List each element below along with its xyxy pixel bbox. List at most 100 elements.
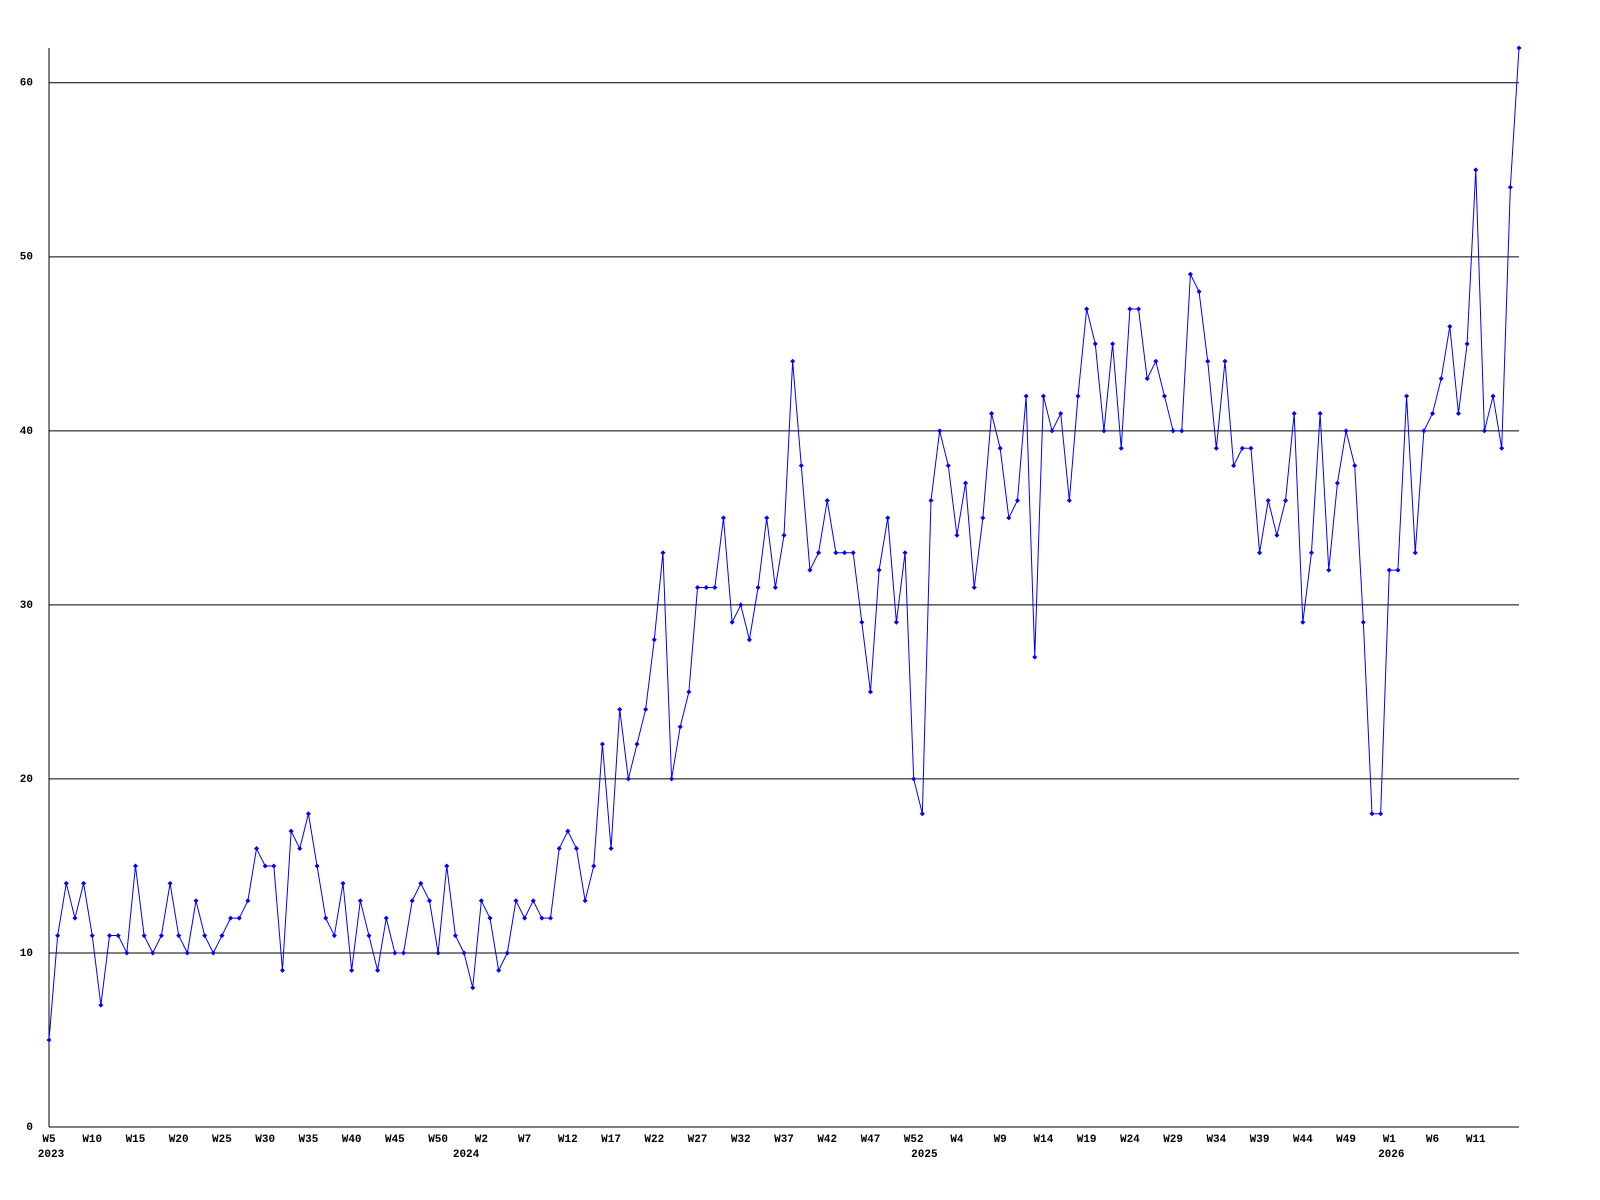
data-point: [997, 445, 1003, 451]
data-point: [1084, 306, 1090, 312]
data-point: [1404, 393, 1410, 399]
data-point: [115, 933, 121, 939]
data-point: [1378, 811, 1384, 817]
data-point: [409, 898, 415, 904]
x-tick-label: W32: [731, 1134, 751, 1146]
data-point: [1507, 184, 1513, 190]
data-point: [478, 898, 484, 904]
data-point: [608, 846, 614, 852]
data-point: [1023, 393, 1029, 399]
x-tick-label: W11: [1466, 1134, 1486, 1146]
data-point: [1231, 463, 1237, 469]
data-point: [1101, 428, 1107, 434]
data-point: [867, 689, 873, 695]
x-tick-label: W12: [558, 1134, 578, 1146]
data-point: [107, 933, 113, 939]
data-point: [349, 967, 355, 973]
data-point: [1187, 271, 1193, 277]
data-point: [1032, 654, 1038, 660]
data-point: [729, 619, 735, 625]
y-tick-label: 10: [20, 948, 33, 960]
data-point: [219, 933, 225, 939]
data-point: [1161, 393, 1167, 399]
data-point: [1334, 480, 1340, 486]
data-point: [617, 706, 623, 712]
data-point: [1179, 428, 1185, 434]
data-point: [1257, 550, 1263, 556]
x-tick-label: W20: [169, 1134, 189, 1146]
x-tick-label: W2: [475, 1134, 488, 1146]
data-point: [945, 463, 951, 469]
data-point: [357, 898, 363, 904]
data-point: [1014, 497, 1020, 503]
data-point: [556, 846, 562, 852]
x-year-label: 2023: [38, 1149, 65, 1161]
data-point: [1421, 428, 1427, 434]
data-point: [1360, 619, 1366, 625]
data-point: [1490, 393, 1496, 399]
y-tick-label: 30: [20, 600, 33, 612]
data-point: [89, 933, 95, 939]
data-point: [141, 933, 147, 939]
data-point: [911, 776, 917, 782]
data-point: [279, 967, 285, 973]
data-point: [1092, 341, 1098, 347]
x-tick-label: W10: [82, 1134, 102, 1146]
data-point: [781, 532, 787, 538]
x-tick-label: W30: [255, 1134, 275, 1146]
data-point: [271, 863, 277, 869]
x-tick-label: W5: [42, 1134, 56, 1146]
data-point: [764, 515, 770, 521]
data-point: [254, 846, 260, 852]
x-tick-label: W9: [994, 1134, 1007, 1146]
x-tick-label: W17: [601, 1134, 621, 1146]
data-point: [1516, 45, 1522, 51]
data-point: [1464, 341, 1470, 347]
data-point: [210, 950, 216, 956]
y-tick-label: 20: [20, 774, 33, 786]
data-point: [1205, 358, 1211, 364]
data-point: [712, 585, 718, 590]
data-point: [461, 950, 467, 956]
data-point: [1222, 358, 1228, 364]
data-point: [435, 950, 441, 956]
data-point: [444, 863, 450, 869]
data-point: [651, 637, 657, 643]
data-point: [1473, 167, 1479, 173]
data-point: [790, 358, 796, 364]
data-point: [798, 463, 804, 469]
data-point: [496, 967, 502, 973]
data-point: [660, 550, 666, 556]
data-point: [686, 689, 692, 695]
data-point: [885, 515, 891, 521]
data-point: [937, 428, 943, 434]
x-tick-label: W25: [212, 1134, 232, 1146]
x-tick-label: W47: [861, 1134, 881, 1146]
data-point: [919, 811, 925, 817]
x-tick-label: W19: [1077, 1134, 1097, 1146]
data-point: [954, 532, 960, 538]
data-point: [426, 898, 432, 904]
data-point: [1317, 410, 1323, 416]
x-year-label: 2025: [911, 1149, 938, 1161]
data-point: [1049, 428, 1055, 434]
y-tick-label: 50: [20, 252, 33, 264]
data-point: [1127, 306, 1133, 312]
data-point: [1386, 567, 1392, 573]
data-point: [824, 497, 830, 503]
x-tick-label: W37: [774, 1134, 794, 1146]
x-tick-label: W27: [688, 1134, 708, 1146]
data-point: [1153, 358, 1159, 364]
data-point: [366, 933, 372, 939]
data-point: [1075, 393, 1081, 399]
data-point: [859, 619, 865, 625]
data-point: [1006, 515, 1012, 521]
x-tick-label: W1: [1383, 1134, 1397, 1146]
data-point: [1430, 410, 1436, 416]
data-line: [48, 47, 1520, 1041]
data-point: [1265, 497, 1271, 503]
data-point: [184, 950, 190, 956]
data-point: [487, 915, 493, 921]
y-tick-label: 60: [20, 78, 33, 90]
data-point: [305, 811, 311, 817]
